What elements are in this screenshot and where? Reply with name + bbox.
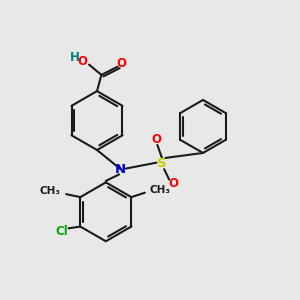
Text: Cl: Cl xyxy=(56,225,68,239)
Text: O: O xyxy=(168,177,178,190)
Text: S: S xyxy=(157,157,166,170)
Text: O: O xyxy=(78,55,88,68)
Text: O: O xyxy=(117,57,127,70)
Text: CH₃: CH₃ xyxy=(39,186,60,196)
Text: CH₃: CH₃ xyxy=(150,185,171,195)
Text: O: O xyxy=(151,133,161,146)
Text: H: H xyxy=(70,51,80,64)
Text: N: N xyxy=(115,163,126,176)
